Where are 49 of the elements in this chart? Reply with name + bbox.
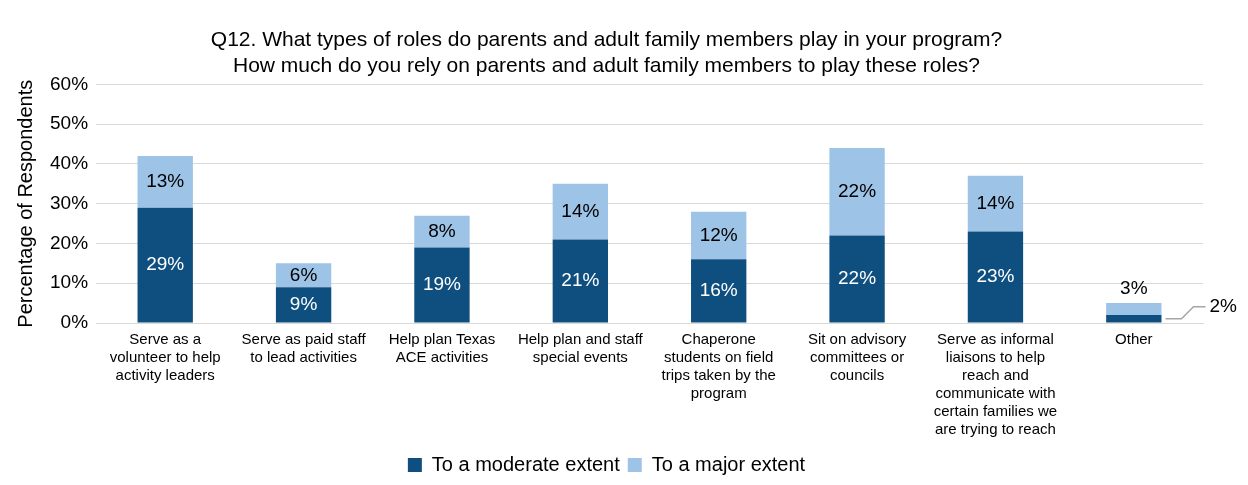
x-tick-label: Other — [1115, 330, 1153, 348]
y-tick-label: 0% — [60, 311, 89, 333]
bar — [275, 287, 332, 323]
bar — [137, 155, 193, 208]
x-tick-label: Chaperone students on field trips taken by the program — [661, 330, 776, 402]
legend-label: To a major extent — [651, 452, 806, 475]
data-label: 8% — [428, 219, 456, 241]
y-axis-title: Percentage of Respondents — [13, 79, 36, 328]
data-label: 19% — [422, 273, 462, 295]
bar — [691, 259, 747, 323]
bar — [967, 175, 1024, 232]
data-label: 22% — [838, 180, 877, 201]
x-tick-label: Serve as paid staff to lead activities — [241, 330, 367, 366]
x-tick-label: Help plan and staff special events — [517, 330, 644, 366]
bar — [829, 148, 885, 236]
y-tick-label: 40% — [50, 152, 89, 174]
y-tick-label: 10% — [50, 271, 89, 293]
y-tick-label: 60% — [50, 72, 89, 94]
data-label: 22% — [838, 267, 877, 289]
x-tick-label: Serve as a volunteer to help activity leaders — [109, 330, 221, 384]
data-label: 6% — [289, 263, 318, 285]
data-label: 3% — [1120, 277, 1148, 299]
y-tick-label: 20% — [50, 231, 89, 253]
text: How much do you rely on parents and adult family members to play these roles? — [232, 52, 981, 76]
x-tick-label: Sit on advisory committees or councils — [807, 330, 907, 384]
bar — [829, 235, 885, 323]
bar — [967, 231, 1024, 323]
y-tick-label: 50% — [50, 112, 89, 134]
bar — [1106, 315, 1162, 323]
y-tick-label: 30% — [50, 191, 89, 213]
bar — [552, 183, 608, 240]
data-label: 21% — [561, 269, 600, 291]
data-label: 2% — [1209, 295, 1238, 317]
bar — [1106, 303, 1162, 316]
legend-label: To a moderate extent — [431, 452, 621, 475]
data-label: 16% — [699, 279, 738, 301]
data-label: 14% — [976, 191, 1015, 213]
bar — [137, 207, 193, 323]
text: Q12. What types of roles do parents and adult family members play in your program? — [210, 27, 1003, 51]
data-label: 13% — [146, 170, 185, 192]
x-tick-label: Serve as informal liaisons to help reach and communicate with certain families we are trying to reach — [933, 330, 1058, 438]
data-label: 14% — [561, 199, 600, 221]
x-tick-label: Help plan Texas ACE activities — [388, 330, 496, 366]
data-label: 29% — [146, 253, 185, 275]
data-label: 9% — [289, 293, 318, 315]
data-label: 23% — [976, 265, 1015, 287]
bar — [552, 239, 608, 323]
bar — [414, 247, 470, 323]
data-label: 12% — [699, 223, 738, 245]
